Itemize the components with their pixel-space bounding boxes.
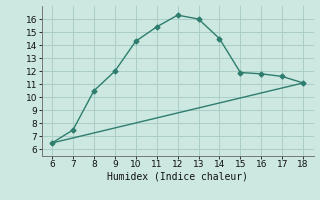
X-axis label: Humidex (Indice chaleur): Humidex (Indice chaleur) [107,172,248,182]
